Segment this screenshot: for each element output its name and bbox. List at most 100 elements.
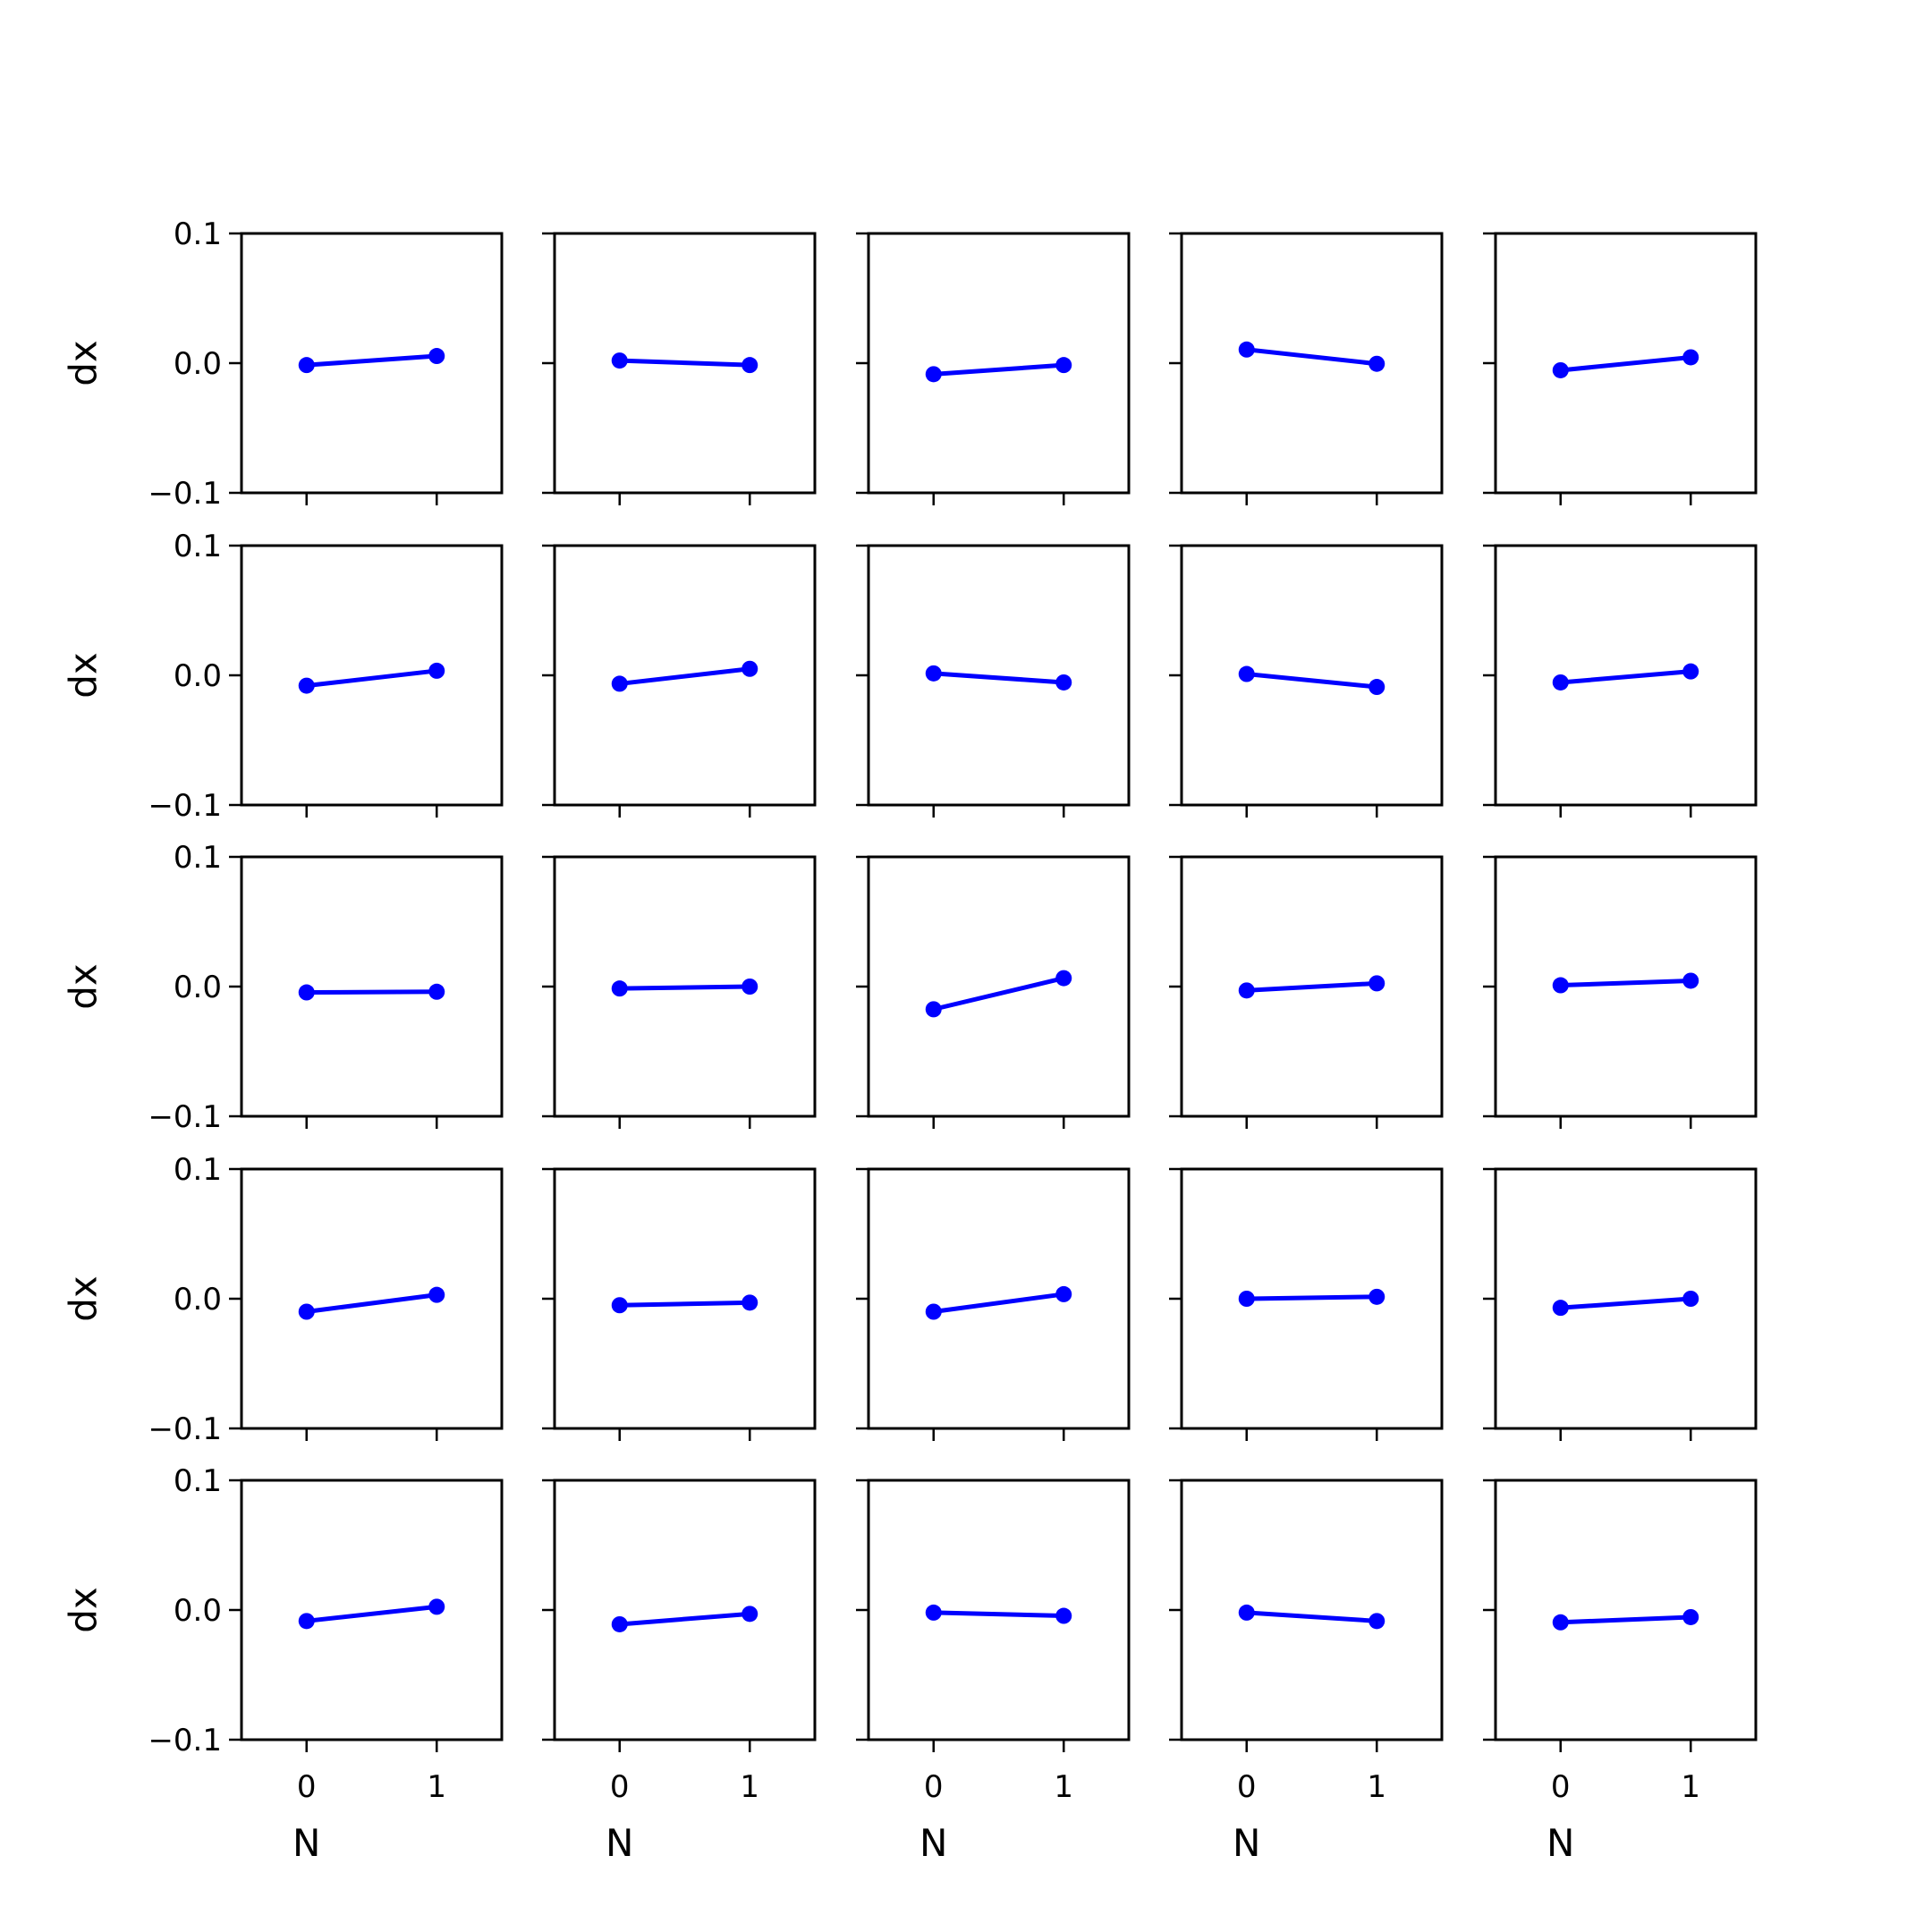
x-tick-label-c2-1: 1	[1054, 1769, 1073, 1805]
x-axis-label-c0: N	[292, 1821, 320, 1865]
series-line-r1-c2	[931, 671, 1066, 685]
panel-r0-c1	[542, 232, 817, 505]
y-tick-label-r3-0: 0.1	[174, 1152, 222, 1188]
panel-r2-c0: 0.1 0.0 −0.1 dx	[62, 840, 504, 1135]
series-line-r0-c1	[617, 358, 752, 368]
data-point-r4-c4-1	[1682, 1608, 1699, 1625]
data-point-r4-c2-0	[925, 1604, 942, 1621]
x-axis-label-c2: N	[919, 1821, 947, 1865]
data-point-r2-c0-0	[298, 984, 315, 1001]
data-point-r1-c4-0	[1552, 674, 1569, 691]
series-line-r2-c3	[1244, 980, 1379, 993]
x-tick-label-c3-0: 0	[1237, 1769, 1257, 1805]
axes-frame-r3-c2	[867, 1167, 1131, 1430]
data-point-r0-c3-0	[1238, 341, 1255, 358]
panel-r3-c4	[1483, 1167, 1758, 1441]
series-line-r1-c4	[1558, 669, 1693, 685]
data-point-r3-c1-0	[611, 1297, 628, 1314]
series-line-r1-c0	[304, 668, 439, 689]
x-tick-label-c1-0: 0	[610, 1769, 630, 1805]
data-point-r1-c3-0	[1238, 665, 1255, 682]
axes-frame-r0-c2	[867, 232, 1131, 495]
x-axis-label-c4: N	[1546, 1821, 1574, 1865]
panel-r3-c0: 0.1 0.0 −0.1 dx	[62, 1152, 504, 1447]
panel-r4-c4: 0 1 N	[1483, 1479, 1758, 1865]
panel-r4-c0: 0.1 0.0 −0.1 0 1 dx N	[62, 1463, 504, 1865]
axes-frame-r1-c3	[1180, 544, 1444, 807]
data-point-r2-c3-1	[1368, 975, 1385, 992]
y-tick-label-r1-0: 0.1	[174, 529, 222, 564]
data-point-r1-c4-1	[1682, 663, 1699, 680]
data-point-r0-c2-0	[925, 366, 942, 383]
data-point-r2-c2-0	[925, 1001, 942, 1018]
panel-r4-c3: 0 1 N	[1169, 1479, 1444, 1865]
axes-frame-r2-c3	[1180, 855, 1444, 1118]
data-point-r4-c3-0	[1238, 1604, 1255, 1621]
series-line-r4-c3	[1244, 1610, 1379, 1623]
series-line-r3-c2	[931, 1292, 1066, 1314]
data-point-r0-c4-0	[1552, 361, 1569, 378]
panel-r0-c4	[1483, 232, 1758, 505]
series-line-r1-c1	[617, 666, 752, 686]
series-line-r3-c0	[304, 1292, 439, 1314]
panel-r0-c3	[1169, 232, 1444, 505]
axes-frame-r4-c0	[240, 1479, 504, 1741]
y-tick-label-r1-2: −0.1	[148, 788, 222, 824]
panel-r3-c3	[1169, 1167, 1444, 1441]
data-point-r3-c2-0	[925, 1303, 942, 1320]
y-tick-label-r3-1: 0.0	[174, 1282, 222, 1318]
series-line-r4-c4	[1558, 1614, 1693, 1625]
data-point-r2-c1-1	[741, 979, 758, 995]
panel-r3-c1	[542, 1167, 817, 1441]
axes-frame-r2-c0	[240, 855, 504, 1118]
y-tick-label-r0-0: 0.1	[174, 216, 222, 252]
data-point-r0-c1-0	[611, 352, 628, 369]
axes-frame-r1-c2	[867, 544, 1131, 807]
panel-r4-c1: 0 1 N	[542, 1479, 817, 1865]
data-point-r1-c1-0	[611, 675, 628, 692]
x-axis-label-c3: N	[1233, 1821, 1260, 1865]
data-point-r3-c4-1	[1682, 1291, 1699, 1307]
axes-frame-r2-c1	[553, 855, 817, 1118]
y-tick-label-r1-1: 0.0	[174, 658, 222, 694]
axes-frame-r0-c0	[240, 232, 504, 495]
data-point-r4-c0-1	[428, 1598, 445, 1615]
x-tick-label-c0-1: 1	[427, 1769, 446, 1805]
axes-frame-r2-c2	[867, 855, 1131, 1118]
y-axis-label-r3: dx	[62, 1275, 106, 1322]
axes-frame-r4-c4	[1494, 1479, 1758, 1741]
series-line-r2-c4	[1558, 978, 1693, 988]
panel-r1-c1	[542, 544, 817, 818]
panel-r1-c2	[856, 544, 1131, 818]
y-tick-label-r4-2: −0.1	[148, 1723, 222, 1758]
series-line-r3-c1	[617, 1300, 752, 1308]
axes-frame-r0-c1	[553, 232, 817, 495]
axes-frame-r1-c0	[240, 544, 504, 807]
data-point-r1-c0-1	[428, 662, 445, 679]
data-point-r2-c2-1	[1055, 970, 1072, 987]
y-tick-label-r3-2: −0.1	[148, 1411, 222, 1447]
series-line-r2-c2	[931, 976, 1066, 1012]
data-point-r4-c4-0	[1552, 1614, 1569, 1631]
axes-frame-r3-c3	[1180, 1167, 1444, 1430]
series-line-r0-c4	[1558, 354, 1693, 373]
axes-frame-r1-c4	[1494, 544, 1758, 807]
data-point-r3-c1-1	[741, 1294, 758, 1311]
data-point-r1-c3-1	[1368, 679, 1385, 696]
data-point-r1-c0-0	[298, 677, 315, 694]
data-point-r1-c2-0	[925, 665, 942, 682]
x-axis-label-c1: N	[606, 1821, 633, 1865]
data-point-r4-c2-1	[1055, 1607, 1072, 1624]
x-tick-label-c1-1: 1	[740, 1769, 759, 1805]
x-tick-label-c0-0: 0	[297, 1769, 317, 1805]
data-point-r0-c1-1	[741, 357, 758, 374]
panel-r2-c2	[856, 855, 1131, 1129]
panel-r0-c2	[856, 232, 1131, 505]
series-line-r0-c3	[1244, 347, 1379, 367]
panel-r1-c4	[1483, 544, 1758, 818]
panel-r4-c2: 0 1 N	[856, 1479, 1131, 1865]
data-point-r0-c0-1	[428, 348, 445, 365]
axes-frame-r4-c2	[867, 1479, 1131, 1741]
data-point-r0-c0-0	[298, 357, 315, 374]
